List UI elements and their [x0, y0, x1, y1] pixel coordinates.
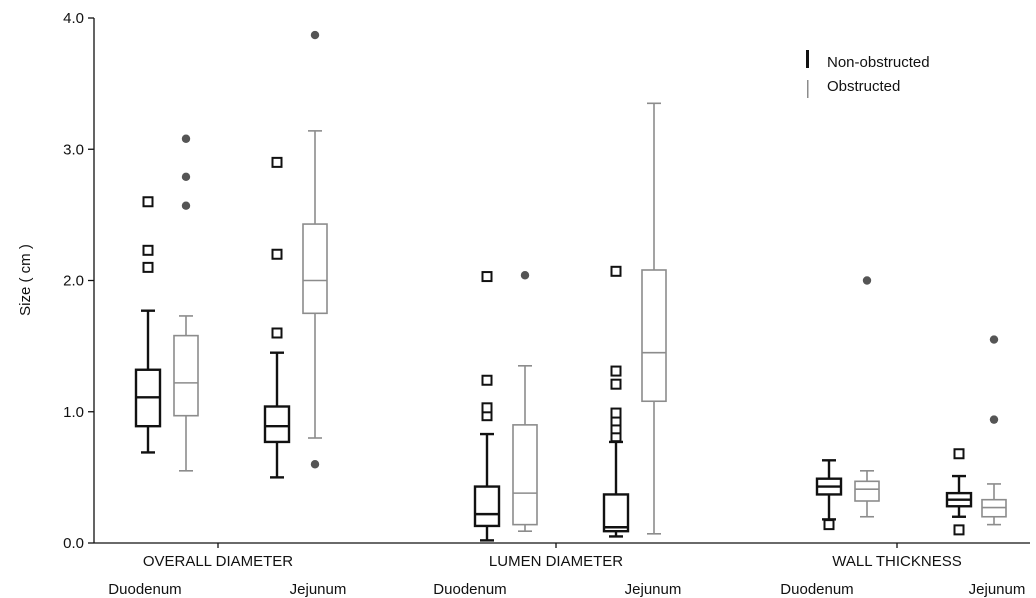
- category-label: Duodenum: [108, 581, 181, 598]
- box-obstructed: [854, 276, 880, 518]
- outlier-point: [520, 271, 530, 280]
- legend: Non-obstructed Obstructed: [806, 50, 930, 98]
- outlier-point: [142, 261, 154, 273]
- box-non-obstructed: [263, 156, 291, 479]
- box-non-obstructed: [134, 196, 162, 454]
- outlier-point: [181, 134, 191, 143]
- box-non-obstructed: [602, 265, 630, 538]
- outlier-point: [271, 327, 283, 339]
- box-iqr: [473, 485, 501, 528]
- box-non-obstructed: [815, 459, 843, 531]
- y-tick-label: 2.0: [63, 273, 84, 290]
- outlier-point: [610, 378, 622, 390]
- outlier-point: [953, 524, 965, 536]
- box-obstructed: [302, 30, 328, 469]
- box-iqr: [854, 480, 880, 502]
- outlier-point: [862, 276, 872, 285]
- y-tick-label: 3.0: [63, 141, 84, 158]
- outlier-point: [271, 248, 283, 260]
- box-obstructed: [641, 102, 667, 535]
- legend-label-obstructed: Obstructed: [827, 78, 900, 95]
- group-label: WALL THICKNESS: [832, 553, 961, 570]
- y-tick-label: 0.0: [63, 535, 84, 552]
- y-tick-label: 4.0: [63, 10, 84, 27]
- outlier-point: [271, 156, 283, 168]
- box-iqr: [302, 223, 328, 315]
- outlier-point: [989, 335, 999, 344]
- legend-swatch-obstructed: [807, 80, 809, 98]
- outlier-point: [610, 365, 622, 377]
- outlier-point: [181, 172, 191, 182]
- group-label: LUMEN DIAMETER: [489, 553, 623, 570]
- category-label: Jejunum: [290, 581, 347, 598]
- outlier-point: [481, 271, 493, 283]
- box-iqr: [512, 424, 538, 526]
- outlier-point: [481, 374, 493, 386]
- outlier-point: [181, 201, 191, 210]
- outlier-point: [610, 265, 622, 277]
- category-label: Duodenum: [780, 581, 853, 598]
- outlier-point: [310, 460, 320, 469]
- outlier-point: [142, 244, 154, 256]
- box-iqr: [602, 493, 630, 533]
- outlier-point: [142, 196, 154, 208]
- outlier-point: [610, 407, 622, 419]
- category-label: Jejunum: [625, 581, 682, 598]
- outlier-point: [481, 402, 493, 414]
- outlier-point: [823, 519, 835, 531]
- category-label: Duodenum: [433, 581, 506, 598]
- legend-swatch-non-obstructed: [806, 50, 809, 68]
- y-tick-label: 1.0: [63, 404, 84, 421]
- outlier-point: [953, 448, 965, 460]
- box-non-obstructed: [945, 448, 973, 536]
- legend-label-non-obstructed: Non-obstructed: [827, 54, 930, 71]
- box-obstructed: [981, 335, 1007, 526]
- box-obstructed: [173, 134, 199, 472]
- y-axis-label: Size ( cm ): [17, 244, 34, 316]
- box-iqr: [641, 269, 667, 403]
- group-label: OVERALL DIAMETER: [143, 553, 293, 570]
- box-iqr: [263, 405, 291, 444]
- plot-area: 0.0 1.0 2.0 3.0 4.0 OVERALL DIAMETER Duodenum J…: [63, 10, 1030, 598]
- box-iqr: [173, 334, 199, 417]
- outlier-point: [310, 30, 320, 40]
- box-obstructed: [512, 271, 538, 532]
- outlier-point: [989, 415, 999, 424]
- category-label: Jejunum: [969, 581, 1026, 598]
- box-non-obstructed: [473, 271, 501, 542]
